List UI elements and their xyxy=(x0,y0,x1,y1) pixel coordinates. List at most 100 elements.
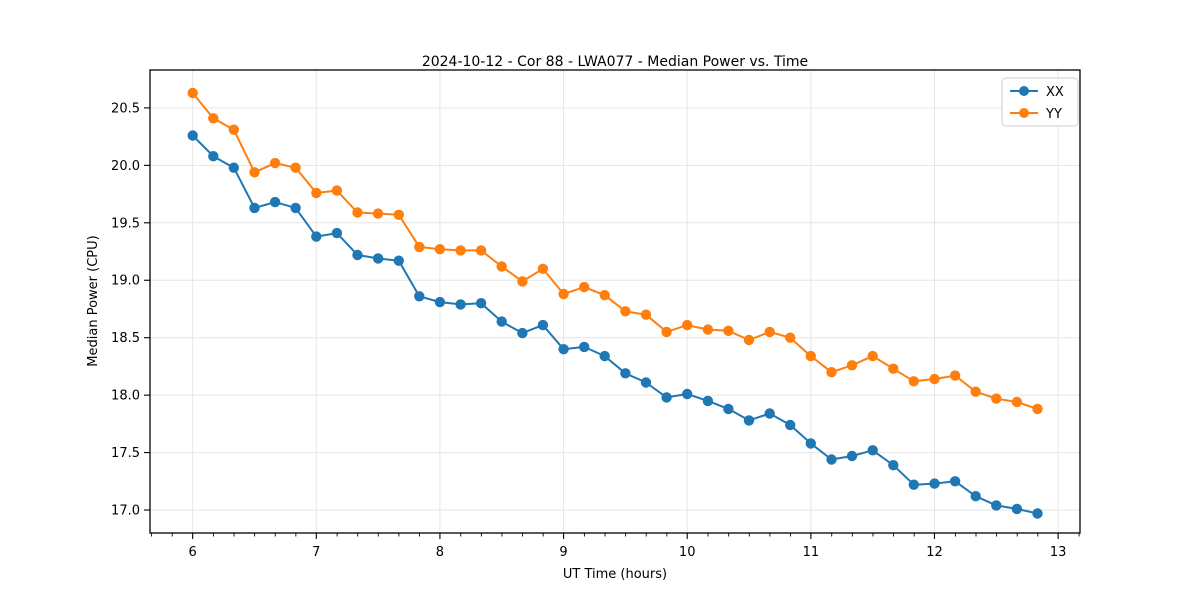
x-tick-label: 9 xyxy=(559,545,567,560)
data-series xyxy=(187,87,1043,519)
data-point-xx xyxy=(208,151,219,162)
data-point-yy xyxy=(414,241,425,253)
series-yy xyxy=(187,87,1043,415)
data-point-yy xyxy=(991,393,1002,404)
data-point-xx xyxy=(867,445,878,456)
x-axis-label: UT Time (hours) xyxy=(563,567,667,582)
data-point-yy xyxy=(929,373,940,385)
y-tick-label: 17.5 xyxy=(111,446,140,461)
data-point-yy xyxy=(393,209,404,220)
y-tick-label: 20.0 xyxy=(111,159,140,174)
data-point-xx xyxy=(785,419,796,431)
legend-label-yy: YY xyxy=(1045,107,1062,122)
data-point-yy xyxy=(908,376,919,387)
data-point-yy xyxy=(867,350,878,362)
data-point-xx xyxy=(455,299,466,310)
data-point-yy xyxy=(496,261,507,272)
data-point-xx xyxy=(764,408,775,419)
x-tick-label: 8 xyxy=(436,545,444,560)
data-point-xx xyxy=(228,162,239,173)
data-point-xx xyxy=(434,296,446,308)
data-point-yy xyxy=(1032,403,1043,415)
y-tick-label: 19.5 xyxy=(111,216,140,231)
data-point-xx xyxy=(805,438,816,449)
data-point-yy xyxy=(372,208,384,219)
data-point-xx xyxy=(908,479,919,490)
data-point-yy xyxy=(434,244,446,255)
data-point-yy xyxy=(846,360,858,371)
x-tick-label: 13 xyxy=(1050,545,1067,560)
data-point-yy xyxy=(682,319,693,331)
data-point-yy xyxy=(743,334,755,346)
data-point-xx xyxy=(269,196,281,208)
data-point-xx xyxy=(414,291,425,302)
data-point-yy xyxy=(187,87,198,99)
data-point-xx xyxy=(826,454,837,465)
data-point-yy xyxy=(208,113,219,124)
data-point-xx xyxy=(372,253,384,264)
data-point-xx xyxy=(682,388,693,400)
data-point-yy xyxy=(702,324,714,335)
legend-label-xx: XX xyxy=(1046,85,1064,100)
data-point-yy xyxy=(558,288,569,300)
data-point-xx xyxy=(558,344,569,355)
data-point-yy xyxy=(249,167,260,178)
legend: XX YY xyxy=(1001,77,1079,127)
data-point-yy xyxy=(723,325,734,336)
x-tick-label: 6 xyxy=(189,545,197,560)
plot-border xyxy=(149,69,1081,534)
data-point-xx xyxy=(290,202,301,214)
data-point-yy xyxy=(620,306,631,317)
data-point-yy xyxy=(517,276,528,287)
data-point-xx xyxy=(579,341,590,353)
data-point-yy xyxy=(352,207,363,218)
y-tick-label: 17.0 xyxy=(111,504,140,519)
data-point-xx xyxy=(1011,503,1023,515)
legend-box xyxy=(1001,77,1079,127)
data-point-yy xyxy=(311,187,322,199)
data-point-yy xyxy=(826,367,837,378)
x-tick-label: 12 xyxy=(926,545,943,560)
data-point-xx xyxy=(846,450,858,462)
data-point-yy xyxy=(640,309,652,320)
series-line-yy xyxy=(191,92,1038,410)
data-point-xx xyxy=(1032,508,1043,519)
data-point-xx xyxy=(991,500,1002,511)
x-tick-label: 11 xyxy=(803,545,820,560)
data-point-yy xyxy=(331,185,343,196)
data-point-yy xyxy=(949,370,961,381)
data-point-xx xyxy=(537,319,549,331)
data-point-yy xyxy=(579,281,590,293)
y-tick-label: 19.0 xyxy=(111,274,140,289)
data-point-xx xyxy=(352,249,363,261)
data-point-yy xyxy=(290,162,301,173)
data-point-yy xyxy=(599,290,610,301)
data-point-xx xyxy=(249,202,260,214)
data-point-xx xyxy=(393,255,404,266)
data-point-yy xyxy=(455,245,466,256)
data-point-xx xyxy=(599,350,610,362)
legend-marker-yy xyxy=(1019,108,1029,118)
data-point-xx xyxy=(620,368,631,379)
data-point-xx xyxy=(723,403,734,415)
data-point-xx xyxy=(496,316,507,327)
legend-marker-xx xyxy=(1019,86,1029,96)
data-point-yy xyxy=(228,124,239,135)
data-point-yy xyxy=(888,363,899,374)
data-point-xx xyxy=(475,298,487,309)
data-point-xx xyxy=(970,491,981,502)
data-point-yy xyxy=(764,326,775,338)
data-point-xx xyxy=(331,227,343,239)
data-point-yy xyxy=(537,263,549,274)
data-point-yy xyxy=(805,350,816,362)
tick-labels: 6 7 8 9 10 11 12 13 17.0 17.5 18.0 18.5 19.0 19.5 20.0… xyxy=(111,101,1066,560)
data-point-xx xyxy=(661,392,672,403)
series-xx xyxy=(187,130,1043,519)
y-tick-label: 18.0 xyxy=(111,389,140,404)
data-point-xx xyxy=(187,130,198,141)
data-point-xx xyxy=(517,327,528,339)
y-tick-label: 20.5 xyxy=(111,101,140,116)
y-tick-label: 18.5 xyxy=(111,331,140,346)
